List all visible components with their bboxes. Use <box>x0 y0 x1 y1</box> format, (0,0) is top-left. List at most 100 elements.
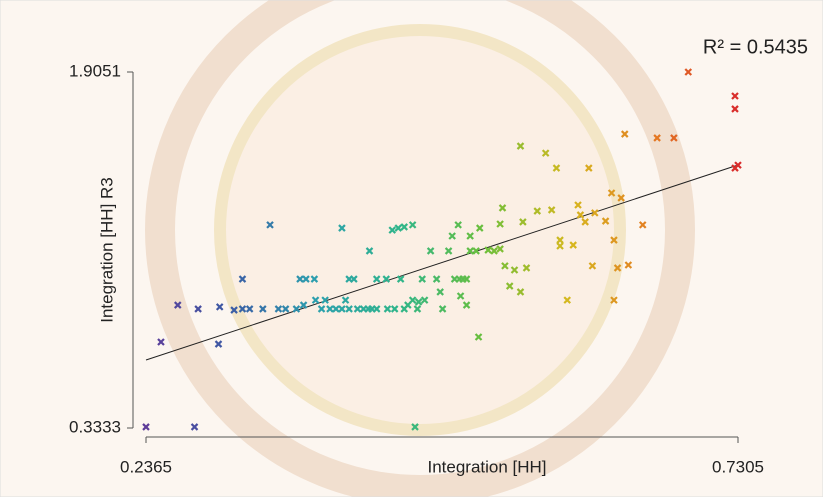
point <box>338 305 346 313</box>
point <box>516 288 525 296</box>
point <box>299 301 308 309</box>
point <box>519 218 527 226</box>
point <box>388 226 397 234</box>
point <box>522 264 531 272</box>
point <box>372 305 381 313</box>
point <box>274 305 283 313</box>
y-axis-label: Integration [HH] R3 <box>97 177 116 323</box>
point <box>238 275 247 283</box>
point <box>591 209 599 217</box>
point <box>638 221 647 229</box>
point <box>214 340 223 348</box>
point <box>444 247 453 255</box>
point <box>556 242 564 250</box>
point <box>617 194 625 202</box>
x-axis-label: Integration [HH] <box>427 457 546 476</box>
point <box>581 218 589 226</box>
point <box>541 149 550 157</box>
point <box>142 423 150 431</box>
point <box>321 296 329 304</box>
point <box>498 204 507 212</box>
point <box>317 305 326 313</box>
point <box>436 288 444 296</box>
point <box>292 305 301 313</box>
point <box>332 305 340 313</box>
point <box>296 275 304 283</box>
point <box>190 423 199 431</box>
point <box>365 247 374 255</box>
y-tick-label: 1.9051 <box>69 61 121 80</box>
point <box>516 142 525 150</box>
point <box>420 296 429 304</box>
point <box>341 296 350 304</box>
point <box>505 282 514 290</box>
point <box>574 201 582 209</box>
point <box>533 207 542 215</box>
point <box>353 305 362 313</box>
point <box>400 223 409 231</box>
point <box>653 134 661 142</box>
watermark <box>145 0 695 497</box>
point <box>350 275 358 283</box>
point <box>382 275 391 283</box>
point <box>601 217 610 225</box>
point <box>462 301 471 309</box>
point <box>238 305 247 313</box>
point <box>731 164 739 172</box>
point <box>613 264 622 272</box>
x-tick-label: 0.2365 <box>120 457 172 476</box>
point <box>501 262 509 270</box>
point <box>466 232 474 240</box>
point <box>408 221 417 229</box>
point <box>326 305 334 313</box>
point <box>484 246 492 254</box>
point <box>281 305 290 313</box>
point <box>588 262 597 270</box>
point <box>474 333 483 341</box>
annotation: R² = 0.5435 <box>703 36 808 58</box>
point <box>472 247 480 255</box>
trend-line <box>145 164 739 361</box>
point <box>684 68 693 76</box>
point <box>496 220 504 228</box>
point <box>563 296 572 304</box>
x-tick-label: 0.7305 <box>712 457 764 476</box>
point <box>266 221 274 229</box>
point <box>490 247 498 255</box>
point <box>414 298 423 306</box>
point <box>438 305 447 313</box>
point <box>157 338 165 346</box>
point <box>456 292 465 300</box>
point <box>552 164 561 172</box>
point <box>731 105 739 113</box>
point <box>302 275 310 283</box>
point <box>432 275 441 283</box>
point <box>448 232 456 240</box>
point <box>585 164 593 172</box>
point <box>426 247 435 255</box>
point <box>462 275 471 283</box>
point <box>610 236 618 244</box>
point <box>372 275 381 283</box>
point <box>173 301 182 309</box>
point <box>569 241 578 249</box>
point <box>311 296 320 304</box>
point <box>345 305 353 313</box>
point <box>731 92 739 100</box>
point <box>215 303 224 311</box>
point <box>466 247 474 255</box>
point <box>338 224 346 232</box>
point <box>620 130 629 138</box>
point <box>454 221 462 229</box>
point <box>510 266 519 274</box>
point <box>547 206 556 214</box>
point <box>607 189 616 197</box>
point <box>413 305 422 313</box>
point <box>310 275 319 283</box>
point <box>396 275 405 283</box>
point <box>418 275 427 283</box>
point <box>610 296 618 304</box>
point <box>496 245 504 253</box>
point <box>245 305 254 313</box>
